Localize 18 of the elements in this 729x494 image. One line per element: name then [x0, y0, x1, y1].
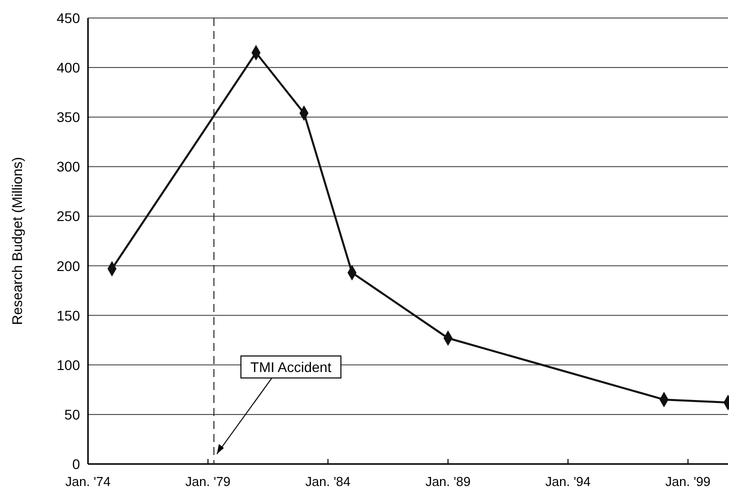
- x-tick-label: Jan. '84: [305, 474, 351, 489]
- y-tick-label: 150: [56, 307, 80, 324]
- x-tick-label: Jan. '74: [65, 474, 111, 489]
- y-tick-label: 450: [56, 10, 80, 26]
- y-tick-label: 50: [64, 406, 80, 422]
- ref-line-label: TMI Accident: [250, 358, 332, 375]
- x-tick-label: Jan. '94: [545, 474, 591, 489]
- y-tick-label: 250: [56, 208, 80, 224]
- y-tick-label: 400: [56, 60, 80, 76]
- y-tick-label: 200: [56, 258, 80, 274]
- y-tick-label: 350: [56, 109, 80, 126]
- y-tick-label: 300: [56, 158, 80, 175]
- x-tick-label: Jan. '79: [185, 474, 231, 489]
- x-tick-label: Jan. '99: [665, 474, 711, 489]
- x-tick-label: Jan. '89: [425, 474, 471, 489]
- y-tick-label: 100: [56, 356, 80, 373]
- y-tick-label: 0: [72, 456, 80, 472]
- y-axis-title: Research Budget (Millions): [9, 156, 25, 326]
